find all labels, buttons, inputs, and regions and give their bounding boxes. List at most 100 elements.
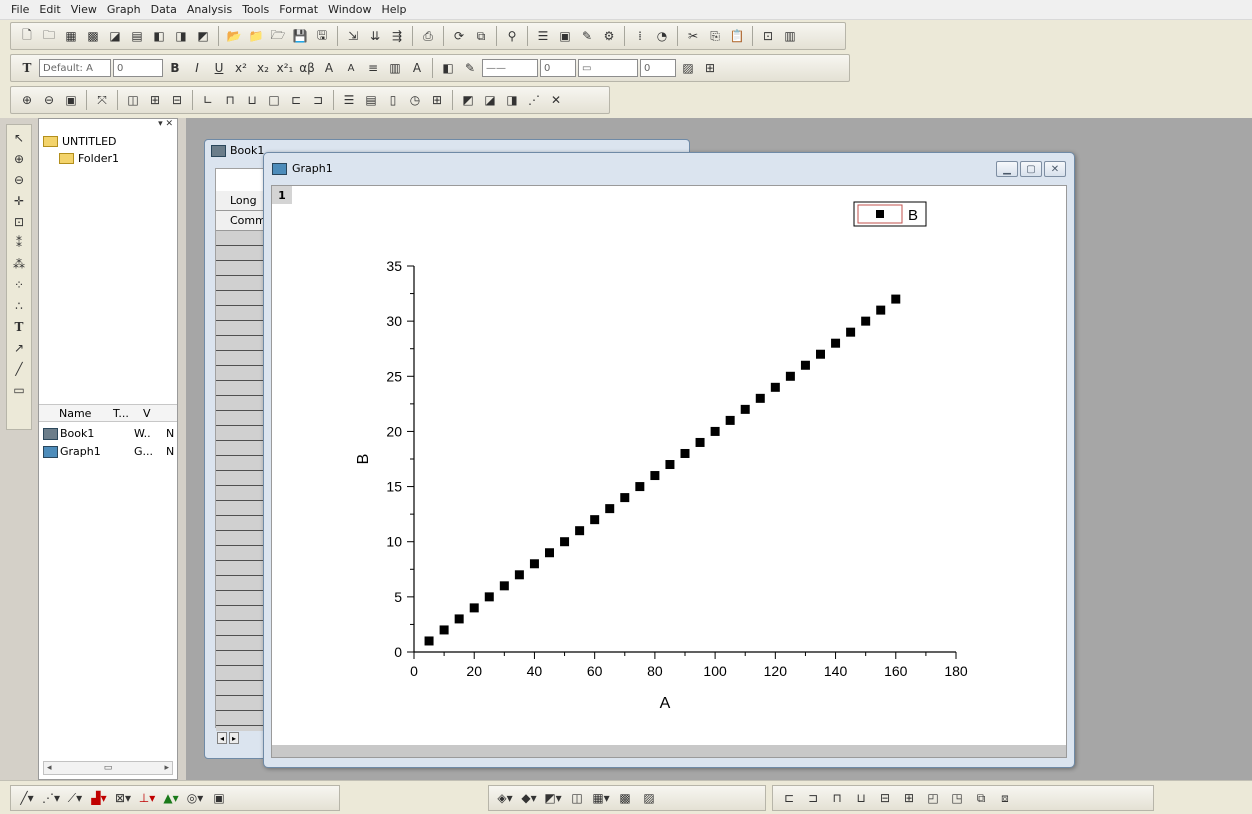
add-panel-icon[interactable]: ⊡ <box>762 29 774 43</box>
text-list-icon[interactable]: ☰ <box>343 93 355 107</box>
border-style-combo[interactable]: ▭ <box>578 59 638 77</box>
polar-plot-icon[interactable]: ◎▾ <box>186 791 204 805</box>
save-template-icon[interactable]: 🖫 <box>316 27 328 42</box>
zoom-out-tool-icon[interactable]: ⊖ <box>43 93 55 107</box>
text-tool-icon[interactable]: T <box>14 320 24 334</box>
whole-page-icon[interactable]: ▣ <box>65 93 77 107</box>
mask-icon[interactable]: ⁂ <box>13 257 25 271</box>
new-graph-icon[interactable]: ◪ <box>109 29 121 43</box>
3d-surface-icon[interactable]: ◩▾ <box>544 791 562 805</box>
line-width-combo[interactable]: 0 <box>540 59 576 77</box>
explorer-hscroll[interactable]: ◂ ▭ ▸ <box>43 761 173 775</box>
3d-wire-icon[interactable]: ◫ <box>571 791 583 805</box>
close-icon[interactable]: ✕ <box>1044 161 1066 177</box>
cut-icon[interactable]: ✂ <box>687 29 699 43</box>
list-item[interactable]: Book1 W.. N <box>43 427 174 440</box>
graph-title-bar[interactable]: Graph1 <box>272 162 333 175</box>
italic-button[interactable]: I <box>195 61 199 75</box>
plot-setup-icon[interactable]: ◩ <box>462 93 474 107</box>
area-plot-icon[interactable]: ▲▾ <box>163 791 179 805</box>
plot-details-icon[interactable]: ◨ <box>506 93 518 107</box>
menu-help[interactable]: Help <box>381 3 407 16</box>
print-icon[interactable]: ⎙ <box>423 28 433 43</box>
import-multiple-icon[interactable]: ⇊ <box>369 29 381 43</box>
new-folder-icon[interactable]: 🗀 <box>42 27 55 42</box>
column-plot-icon[interactable]: ▟▾ <box>91 791 107 805</box>
list-item[interactable]: Graph1 G... N <box>43 445 174 458</box>
3d-bar-icon[interactable]: ◆▾ <box>521 791 537 805</box>
new-project-icon[interactable]: 🗋 <box>22 27 32 42</box>
import-single-icon[interactable]: ⇲ <box>347 29 359 43</box>
axis-inset-icon[interactable]: ⊐ <box>312 93 324 107</box>
front-icon[interactable]: ◰ <box>927 791 939 805</box>
color-scale-icon[interactable]: ▯ <box>389 93 397 107</box>
columns-icon[interactable]: ▥ <box>389 61 401 75</box>
save-project-icon[interactable]: 💾 <box>292 29 308 43</box>
scroll-left-icon[interactable]: ◂ <box>47 763 52 773</box>
multi-curve-icon[interactable]: ⊠▾ <box>114 791 132 805</box>
legend-icon[interactable]: ▤ <box>365 93 377 107</box>
command-window-icon[interactable]: ▣ <box>559 29 571 43</box>
new-matrix-icon[interactable]: ▩ <box>87 29 99 43</box>
layer-contents-icon[interactable]: ◪ <box>484 93 496 107</box>
line-plot-icon[interactable]: ╱▾ <box>20 791 34 805</box>
screen-reader-icon[interactable]: ✛ <box>13 194 25 208</box>
timestamp-icon[interactable]: ◷ <box>409 93 421 107</box>
align-icon[interactable]: ≡ <box>367 61 379 75</box>
rectangle-tool-icon[interactable]: ▭ <box>13 383 25 397</box>
menu-format[interactable]: Format <box>279 3 319 16</box>
scroll-right-icon[interactable]: ▸ <box>164 763 169 773</box>
extract-icon[interactable]: ⊟ <box>171 93 183 107</box>
line-color-icon[interactable]: ✎ <box>464 61 476 75</box>
results-log-icon[interactable]: ☰ <box>537 29 549 43</box>
import-wizard-icon[interactable]: ⇶ <box>391 29 403 43</box>
align-vertical-icon[interactable]: ⊟ <box>879 791 891 805</box>
zoom-in-tool-icon[interactable]: ⊕ <box>21 93 33 107</box>
axis-box-icon[interactable]: □ <box>268 93 280 107</box>
superscript-button[interactable]: x² <box>235 61 247 75</box>
copy-icon[interactable]: ⎘ <box>710 28 720 43</box>
line-symbol-icon[interactable]: ⟋▾ <box>67 790 83 805</box>
new-function-icon[interactable]: ◩ <box>197 29 209 43</box>
border-width-combo[interactable]: 0 <box>640 59 676 77</box>
line-tool-icon[interactable]: ╱ <box>15 362 23 376</box>
maximize-icon[interactable]: ▢ <box>1020 161 1042 177</box>
book-title-bar[interactable]: Book1 <box>211 144 264 157</box>
new-excel-icon[interactable]: ▤ <box>131 29 143 43</box>
zoom-out-icon[interactable]: ⊖ <box>13 173 25 187</box>
pointer-icon[interactable]: ↖ <box>13 131 25 145</box>
pattern-icon[interactable]: ▨ <box>682 61 694 75</box>
code-builder-icon[interactable]: ✎ <box>581 29 593 43</box>
scatter-plot-icon[interactable]: ⋰▾ <box>41 791 61 805</box>
new-layout-icon[interactable]: ◧ <box>153 29 165 43</box>
menu-tools[interactable]: Tools <box>242 3 270 16</box>
zoom-in-icon[interactable]: ⊕ <box>13 152 25 166</box>
menu-window[interactable]: Window <box>328 3 372 16</box>
3d-ribbon-icon[interactable]: ▦▾ <box>592 791 610 805</box>
toggle-grid-icon[interactable]: ▥ <box>784 29 796 43</box>
template-library-icon[interactable]: ▣ <box>213 791 225 805</box>
align-horizontal-icon[interactable]: ⊞ <box>903 791 915 805</box>
axis-bottom-icon[interactable]: ⊔ <box>247 93 257 107</box>
font-size-combo[interactable]: 0 <box>113 59 163 77</box>
open-template-icon[interactable]: 📁 <box>248 29 264 43</box>
axis-bottom-left-icon[interactable]: ∟ <box>202 93 214 107</box>
menu-edit[interactable]: Edit <box>39 3 61 16</box>
axis-right-icon[interactable]: ⊏ <box>290 93 302 107</box>
open-icon[interactable]: 📂 <box>226 29 242 43</box>
tree-folder1[interactable]: Folder1 <box>59 152 119 165</box>
align-top-icon[interactable]: ⊓ <box>832 791 842 805</box>
layer-icon[interactable]: 1 <box>272 186 292 204</box>
menu-analysis[interactable]: Analysis <box>186 3 233 16</box>
fill-color-icon[interactable]: ◧ <box>442 61 454 75</box>
menu-data[interactable]: Data <box>150 3 177 16</box>
col-type[interactable]: T... <box>113 406 129 420</box>
axis-top-icon[interactable]: ⊓ <box>225 93 235 107</box>
regional-select-icon[interactable]: ∴ <box>15 299 23 313</box>
graph-window[interactable]: Graph1 ▁ ▢ ✕ 1 0 20 40 60 80 100 120 140 160 180 0… <box>263 152 1075 768</box>
align-left-icon[interactable]: ⊏ <box>783 791 795 805</box>
decrease-font-button[interactable]: A <box>347 62 355 74</box>
table-icon[interactable]: ⊞ <box>431 93 443 107</box>
draw-data-icon[interactable]: ⁘ <box>13 278 25 292</box>
back-icon[interactable]: ◳ <box>951 791 963 805</box>
